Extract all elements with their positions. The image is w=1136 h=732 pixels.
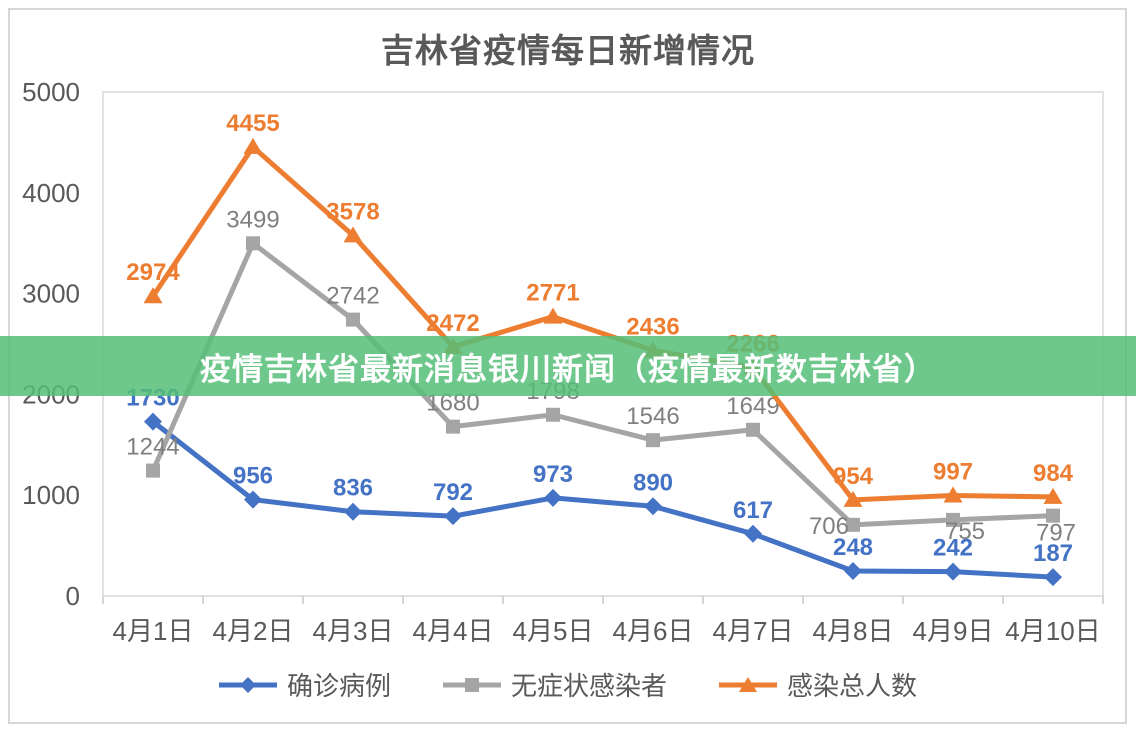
diamond-marker-icon [1044, 568, 1062, 587]
data-label: 755 [945, 518, 985, 545]
y-axis-tick-label: 5000 [22, 77, 80, 107]
x-axis-tick-label: 4月8日 [813, 616, 894, 646]
data-label: 1244 [126, 434, 179, 461]
x-axis-tick-label: 4月4日 [413, 616, 494, 646]
data-label: 2974 [126, 259, 180, 286]
triangle-marker-icon [943, 486, 963, 503]
diamond-marker-icon [344, 502, 362, 521]
x-axis-tick-label: 4月10日 [1005, 616, 1100, 646]
data-label: 984 [1033, 460, 1074, 487]
square-marker-icon [346, 312, 360, 327]
square-marker-icon [746, 422, 760, 437]
data-label: 187 [1033, 540, 1073, 567]
data-label: 2742 [326, 283, 379, 310]
x-axis-tick-label: 4月6日 [613, 616, 694, 646]
data-label: 973 [533, 461, 573, 488]
square-marker-icon [846, 517, 860, 532]
diamond-marker-icon [644, 497, 662, 516]
data-label: 997 [933, 459, 973, 486]
data-label: 792 [433, 479, 473, 506]
data-label: 836 [333, 475, 373, 502]
x-axis-tick-label: 4月3日 [313, 616, 394, 646]
y-axis-tick-label: 3000 [22, 279, 80, 309]
data-label: 1546 [626, 403, 679, 430]
data-label: 2771 [526, 280, 579, 307]
legend-swatch-graphic [442, 677, 501, 692]
square-marker-icon [546, 407, 560, 422]
diamond-marker-icon [444, 507, 462, 526]
square-marker-icon [246, 236, 260, 251]
legend-swatch-graphic [719, 676, 777, 692]
data-label: 242 [933, 535, 973, 562]
chart-title: 吉林省疫情每日新增情况 [381, 32, 755, 69]
data-label: 890 [633, 469, 673, 496]
diamond-marker-icon [944, 562, 962, 581]
triangle-marker-icon [1043, 487, 1063, 504]
overlay-headline-text: 疫情吉林省最新消息银川新闻（疫情最新数吉林省） [200, 351, 936, 387]
data-label: 3499 [226, 206, 279, 233]
chart-legend: 确诊病例 无症状感染者 感染总人数 [0, 666, 1136, 703]
y-axis-tick-label: 4000 [22, 178, 80, 208]
data-label: 1649 [726, 393, 779, 420]
x-axis-tick-label: 4月2日 [213, 616, 294, 646]
overlay-headline-banner: 疫情吉林省最新消息银川新闻（疫情最新数吉林省） [0, 336, 1136, 396]
x-axis-tick-label: 4月1日 [113, 616, 194, 646]
legend-label-total-infections: 感染总人数 [787, 671, 918, 701]
series-line-2 [150, 144, 1056, 503]
series-line-0 [150, 419, 1056, 580]
data-label: 2472 [426, 310, 479, 337]
data-label: 617 [733, 497, 773, 524]
diamond-marker-icon [844, 562, 862, 581]
legend-item-confirmed-cases: 确诊病例 [218, 666, 391, 703]
data-label: 2436 [626, 313, 679, 340]
square-marker-icon [446, 419, 460, 434]
diamond-marker-icon [244, 490, 262, 509]
data-label: 956 [233, 463, 273, 490]
legend-swatch-graphic [218, 676, 277, 693]
data-label: 797 [1036, 520, 1076, 547]
data-label: 954 [833, 463, 874, 490]
x-axis-tick-label: 4月7日 [713, 616, 794, 646]
legend-label-asymptomatic: 无症状感染者 [510, 671, 667, 701]
y-axis-tick-label: 1000 [22, 480, 80, 510]
square-marker-icon [946, 512, 960, 527]
y-axis-tick-label: 0 [66, 581, 80, 611]
legend-marker-diamond-icon [218, 676, 277, 694]
triangle-marker-icon [343, 226, 363, 243]
diamond-marker-icon [744, 524, 762, 543]
data-label: 3578 [326, 198, 379, 225]
square-marker-icon [146, 463, 160, 478]
legend-marker-triangle-icon [719, 676, 777, 694]
square-marker-icon [1046, 508, 1060, 523]
data-label: 248 [833, 534, 873, 561]
legend-item-total-infections: 感染总人数 [719, 666, 917, 703]
legend-label-confirmed-cases: 确诊病例 [286, 671, 391, 701]
x-axis-tick-label: 4月5日 [513, 616, 594, 646]
diamond-marker-icon [144, 412, 162, 431]
data-label: 706 [809, 513, 849, 540]
triangle-marker-icon [543, 307, 563, 324]
triangle-marker-icon [143, 287, 163, 304]
triangle-marker-icon [843, 490, 863, 507]
triangle-marker-icon [243, 137, 263, 154]
legend-item-asymptomatic: 无症状感染者 [442, 666, 667, 703]
x-axis-tick-label: 4月9日 [913, 616, 994, 646]
series-line-1 [150, 240, 1056, 528]
diamond-marker-icon [544, 488, 562, 507]
data-label: 4455 [226, 110, 279, 137]
legend-marker-square-icon [442, 676, 501, 694]
square-marker-icon [646, 433, 660, 448]
